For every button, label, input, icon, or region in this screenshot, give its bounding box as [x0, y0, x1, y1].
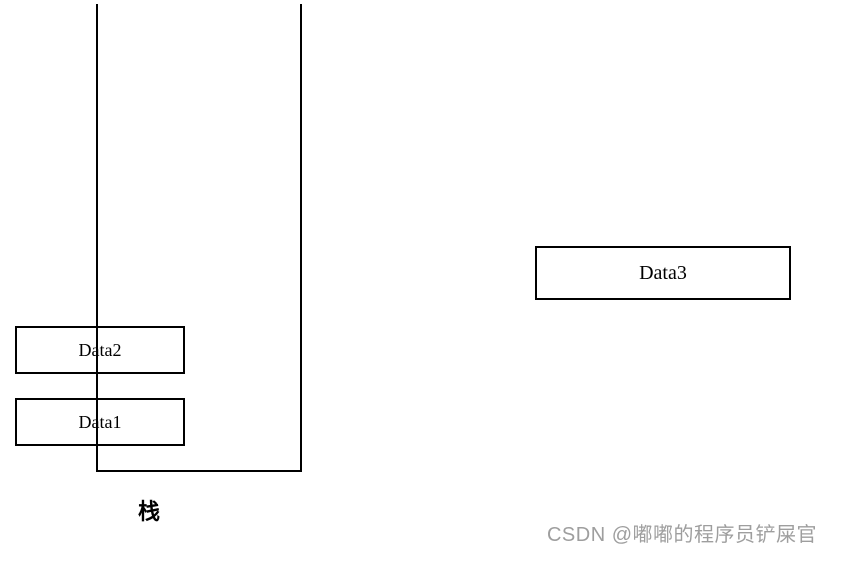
stack-item-data2: Data2 [15, 326, 185, 374]
stack-label: 栈 [138, 494, 160, 526]
floating-item-label: Data3 [639, 262, 687, 285]
stack-item-label: Data1 [79, 412, 122, 433]
stack-item-data1: Data1 [15, 398, 185, 446]
watermark-text: CSDN @嘟嘟的程序员铲屎官 [547, 518, 817, 547]
floating-item-data3: Data3 [535, 246, 791, 300]
stack-item-label: Data2 [79, 340, 122, 361]
